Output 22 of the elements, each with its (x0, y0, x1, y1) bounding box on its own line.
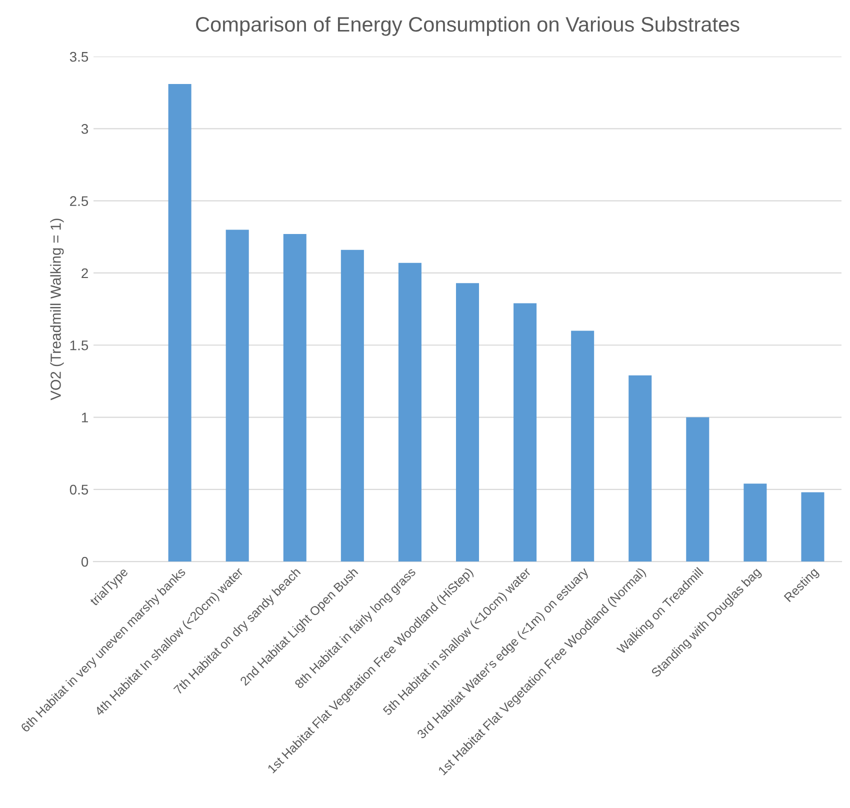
bar (283, 234, 306, 562)
bar (686, 417, 710, 562)
bar (398, 262, 422, 562)
bar (628, 375, 652, 562)
bar (456, 283, 480, 562)
bar (571, 330, 594, 562)
y-tick-label: 3.5 (70, 52, 88, 62)
bar (168, 84, 192, 562)
y-axis-title: VO2 (Treadmill Walking = 1) (50, 218, 64, 400)
bar (744, 484, 767, 562)
y-tick-label: 1 (82, 412, 88, 422)
y-tick-label: 2.5 (70, 196, 88, 206)
bar (801, 492, 824, 562)
bar (340, 250, 364, 562)
y-tick-label: 0 (81, 556, 88, 567)
y-tick-label: 0.5 (70, 484, 88, 495)
bar (514, 303, 537, 562)
y-tick-label: 2 (82, 268, 88, 278)
y-tick-label: 3 (81, 124, 88, 134)
bar (226, 230, 249, 562)
chart-title: Comparison of Energy Consumption on Various Substrates (196, 16, 740, 36)
y-tick-label: 1.5 (70, 340, 88, 350)
